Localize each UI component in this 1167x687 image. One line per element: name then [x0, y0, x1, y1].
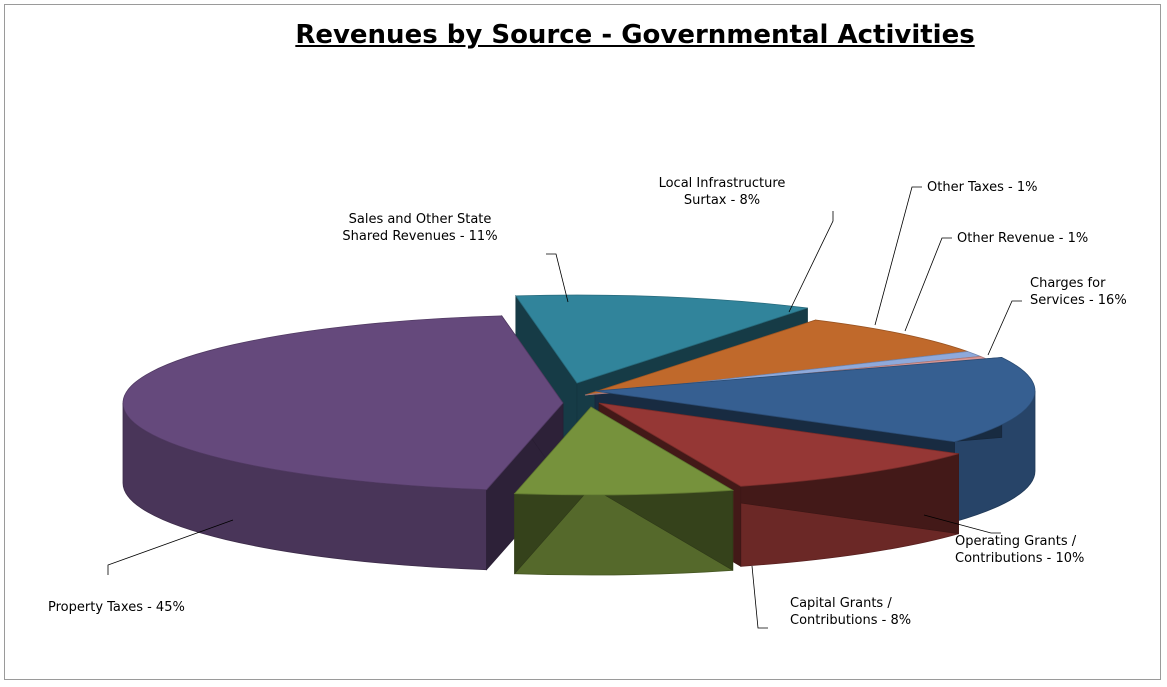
leader-line [788, 211, 834, 313]
slice-label: Shared Revenues - 11% [342, 229, 497, 244]
leader-line [546, 253, 569, 303]
slice-label: Other Revenue - 1% [957, 231, 1088, 246]
leader-line [107, 519, 234, 575]
pie-labels: Property Taxes - 45% Sales and Other Stat… [48, 176, 1127, 629]
slice-label: Operating Grants / [955, 534, 1077, 549]
pie-slice [594, 357, 1036, 443]
chart-title: Revenues by Source - Governmental Activi… [295, 20, 975, 50]
leader-line [904, 237, 952, 332]
leader-line [987, 300, 1022, 356]
pie-slice [584, 319, 968, 396]
slice-label: Charges for [1030, 276, 1106, 291]
slice-label: Sales and Other State [349, 212, 492, 227]
pie-slice [122, 315, 564, 491]
leader-line [751, 565, 768, 629]
slice-label: Capital Grants / [790, 596, 892, 611]
slice-label: Surtax - 8% [684, 193, 760, 208]
slice-label: Local Infrastructure [659, 176, 786, 191]
slice-label: Contributions - 8% [790, 613, 911, 628]
leader-line [923, 514, 1001, 534]
pie-slice [513, 406, 735, 496]
slice-label: Services - 16% [1030, 293, 1127, 308]
pie-slice [598, 402, 959, 487]
slice-label: Other Taxes - 1% [927, 180, 1037, 195]
slice-label: Contributions - 10% [955, 551, 1084, 566]
leader-line [874, 186, 922, 326]
pie-slice [515, 294, 808, 384]
pie-tops [122, 294, 1036, 496]
slice-label: Property Taxes - 45% [48, 600, 185, 615]
